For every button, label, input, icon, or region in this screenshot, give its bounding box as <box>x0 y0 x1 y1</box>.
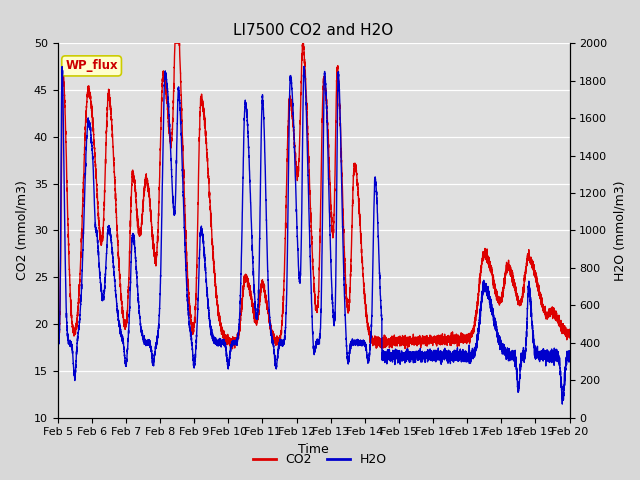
X-axis label: Time: Time <box>298 443 329 456</box>
Title: LI7500 CO2 and H2O: LI7500 CO2 and H2O <box>234 23 394 38</box>
Y-axis label: CO2 (mmol/m3): CO2 (mmol/m3) <box>15 180 28 280</box>
Legend: CO2, H2O: CO2, H2O <box>248 448 392 471</box>
Y-axis label: H2O (mmol/m3): H2O (mmol/m3) <box>613 180 626 281</box>
Text: WP_flux: WP_flux <box>65 60 118 72</box>
